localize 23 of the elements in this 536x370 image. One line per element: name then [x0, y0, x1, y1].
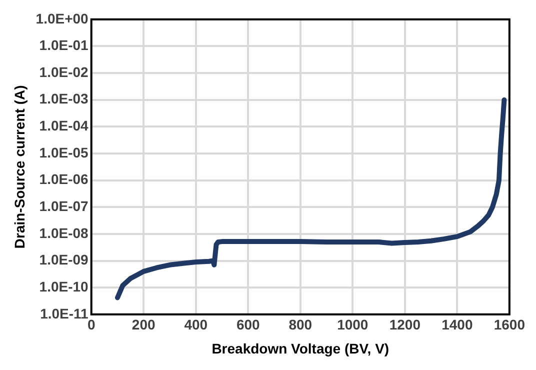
x-tick-label: 1600 [494, 316, 526, 333]
x-tick-label: 1000 [337, 316, 368, 333]
y-tick-label: 1.0E-01 [39, 37, 89, 54]
x-tick-label: 400 [184, 316, 208, 333]
x-tick-label: 0 [87, 316, 96, 333]
x-tick-label: 800 [288, 316, 312, 333]
y-axis-title: Drain-Source current (A) [11, 85, 28, 249]
y-tick-label: 1.0E-11 [40, 305, 89, 322]
y-tick-label: 1.0E-10 [39, 278, 89, 294]
y-tick-label: 1.0E-08 [39, 224, 89, 241]
y-tick-label: 1.0E+00 [36, 10, 89, 26]
x-tick-label: 200 [132, 316, 156, 333]
y-tick-label: 1.0E-04 [39, 118, 89, 134]
y-tick-label: 1.0E-05 [39, 144, 89, 160]
y-tick-label: 1.0E-03 [39, 90, 89, 107]
y-tick-label: 1.0E-06 [39, 171, 89, 188]
y-tick-label: 1.0E-02 [39, 64, 89, 80]
x-axis-title: Breakdown Voltage (BV, V) [212, 340, 390, 356]
x-tick-label: 1400 [442, 316, 473, 333]
y-tick-label: 1.0E-07 [39, 198, 89, 214]
x-tick-label: 1200 [389, 316, 421, 333]
x-tick-label: 600 [236, 316, 260, 333]
y-tick-label: 1.0E-09 [39, 252, 89, 268]
